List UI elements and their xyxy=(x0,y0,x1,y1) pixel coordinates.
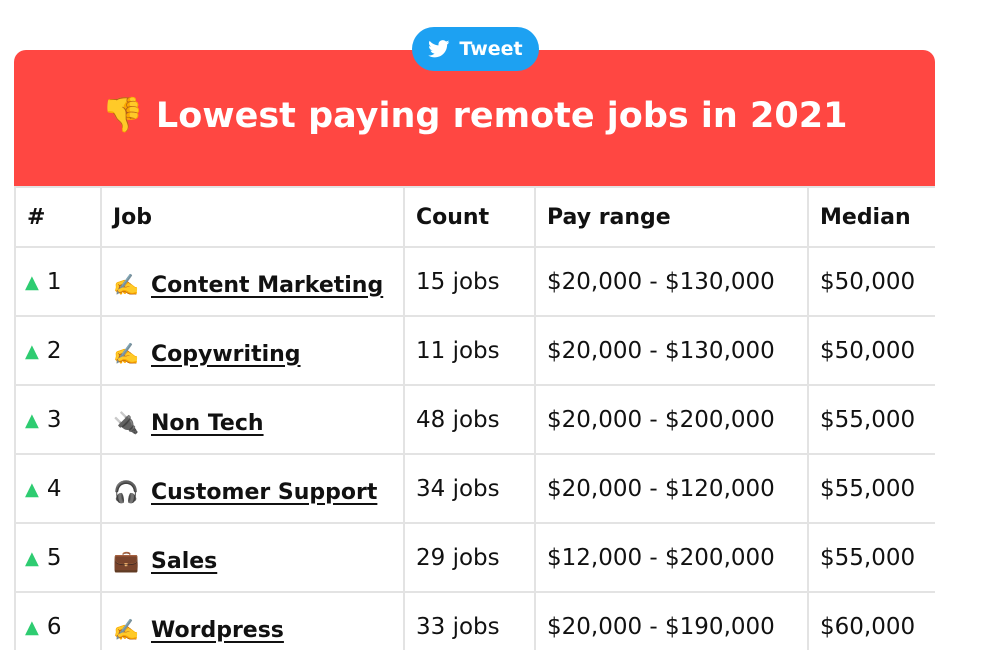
up-arrow-icon: ▲ xyxy=(25,616,39,638)
rank-cell: ▲ 2 xyxy=(14,315,102,386)
count-cell: 33 jobs xyxy=(403,591,536,650)
job-cell: 🎧 Customer Support xyxy=(100,453,405,524)
rank-number: 3 xyxy=(46,406,62,433)
tweet-button-label: Tweet xyxy=(459,38,523,60)
writing-hand-icon: ✍️ xyxy=(113,617,140,642)
table-row: ▲ 4 🎧 Customer Support 34 jobs $20,000 - $… xyxy=(14,453,935,524)
job-link-sales[interactable]: Sales xyxy=(151,548,218,574)
median-cell: $60,000 xyxy=(807,591,935,650)
header-count[interactable]: Count xyxy=(403,186,536,248)
table-row: ▲ 6 ✍️ Wordpress 33 jobs $20,000 - $190,00… xyxy=(14,591,935,650)
up-arrow-icon: ▲ xyxy=(25,409,39,431)
job-cell: ✍️ Copywriting xyxy=(100,315,405,386)
table-row: ▲ 1 ✍️ Content Marketing 15 jobs $20,000 -… xyxy=(14,246,935,317)
header-job[interactable]: Job xyxy=(100,186,405,248)
pay-range-cell: $20,000 - $190,000 xyxy=(534,591,809,650)
briefcase-icon: 💼 xyxy=(113,548,140,573)
writing-hand-icon: ✍️ xyxy=(113,341,140,366)
rank-number: 6 xyxy=(46,613,62,640)
page-title: Lowest paying remote jobs in 2021 xyxy=(155,96,848,136)
count-cell: 34 jobs xyxy=(403,453,536,524)
pay-range-cell: $20,000 - $200,000 xyxy=(534,384,809,455)
writing-hand-icon: ✍️ xyxy=(113,272,140,297)
pay-range-cell: $20,000 - $130,000 xyxy=(534,246,809,317)
count-cell: 11 jobs xyxy=(403,315,536,386)
twitter-bird-icon xyxy=(428,40,450,58)
tweet-button[interactable]: Tweet xyxy=(412,27,539,71)
rank-cell: ▲ 6 xyxy=(14,591,102,650)
pay-range-cell: $20,000 - $130,000 xyxy=(534,315,809,386)
job-link-non-tech[interactable]: Non Tech xyxy=(151,410,264,436)
header-median[interactable]: Median xyxy=(807,186,935,248)
median-cell: $50,000 xyxy=(807,315,935,386)
job-cell: ✍️ Content Marketing xyxy=(100,246,405,317)
table-row: ▲ 5 💼 Sales 29 jobs $12,000 - $200,000 $55… xyxy=(14,522,935,593)
rank-number: 4 xyxy=(46,475,62,502)
electric-plug-icon: 🔌 xyxy=(113,410,140,435)
job-link-copywriting[interactable]: Copywriting xyxy=(151,341,301,367)
median-cell: $55,000 xyxy=(807,522,935,593)
median-cell: $55,000 xyxy=(807,453,935,524)
banner: 👎 Lowest paying remote jobs in 2021 xyxy=(14,50,935,186)
table-header-row: # Job Count Pay range Median xyxy=(14,186,935,248)
median-cell: $50,000 xyxy=(807,246,935,317)
pay-range-cell: $20,000 - $120,000 xyxy=(534,453,809,524)
rank-cell: ▲ 1 xyxy=(14,246,102,317)
median-cell: $55,000 xyxy=(807,384,935,455)
up-arrow-icon: ▲ xyxy=(25,547,39,569)
table-row: ▲ 3 🔌 Non Tech 48 jobs $20,000 - $200,000 … xyxy=(14,384,935,455)
rank-number: 5 xyxy=(46,544,62,571)
count-cell: 48 jobs xyxy=(403,384,536,455)
job-link-customer-support[interactable]: Customer Support xyxy=(151,479,378,505)
count-cell: 15 jobs xyxy=(403,246,536,317)
table-row: ▲ 2 ✍️ Copywriting 11 jobs $20,000 - $130,… xyxy=(14,315,935,386)
up-arrow-icon: ▲ xyxy=(25,340,39,362)
jobs-card: 👎 Lowest paying remote jobs in 2021 # Jo… xyxy=(14,50,935,650)
headphones-icon: 🎧 xyxy=(113,479,140,504)
rank-number: 1 xyxy=(46,268,62,295)
header-pay-range[interactable]: Pay range xyxy=(534,186,809,248)
rank-cell: ▲ 5 xyxy=(14,522,102,593)
rank-number: 2 xyxy=(46,337,62,364)
header-rank[interactable]: # xyxy=(14,186,102,248)
job-link-wordpress[interactable]: Wordpress xyxy=(151,617,284,643)
job-cell: 🔌 Non Tech xyxy=(100,384,405,455)
rank-cell: ▲ 4 xyxy=(14,453,102,524)
pay-range-cell: $12,000 - $200,000 xyxy=(534,522,809,593)
rank-cell: ▲ 3 xyxy=(14,384,102,455)
up-arrow-icon: ▲ xyxy=(25,478,39,500)
job-link-content-marketing[interactable]: Content Marketing xyxy=(151,272,384,298)
jobs-table: # Job Count Pay range Median ▲ 1 ✍️ Conten… xyxy=(14,186,935,650)
count-cell: 29 jobs xyxy=(403,522,536,593)
up-arrow-icon: ▲ xyxy=(25,271,39,293)
job-cell: 💼 Sales xyxy=(100,522,405,593)
job-cell: ✍️ Wordpress xyxy=(100,591,405,650)
thumbs-down-icon: 👎 xyxy=(101,95,144,135)
